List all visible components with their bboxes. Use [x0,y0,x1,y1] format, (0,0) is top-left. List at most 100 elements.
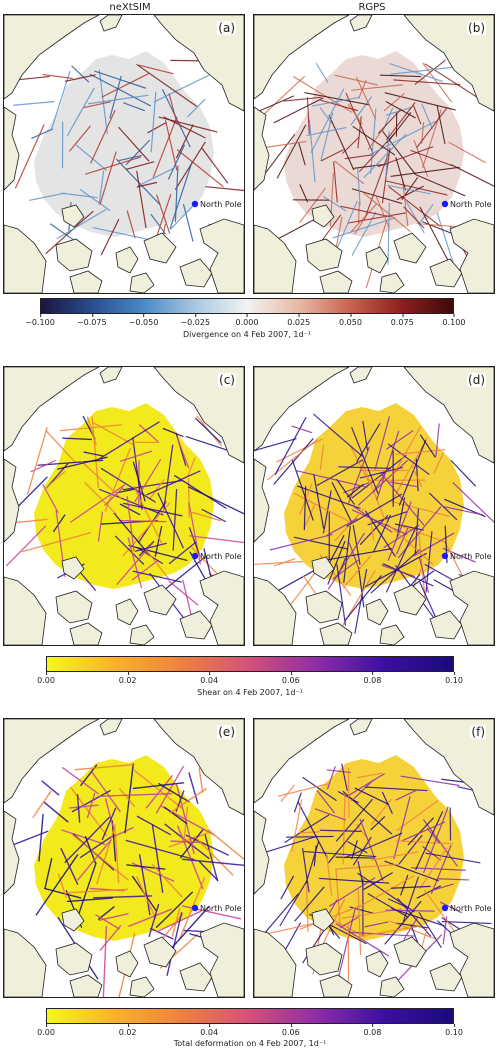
deformation-feature [104,798,114,827]
land-mass [61,204,85,228]
deformation-feature [357,872,415,913]
deformation-feature [148,903,160,937]
deformation-feature [370,816,386,831]
deformation-feature [351,840,358,860]
land-mass [311,204,335,228]
land-mass [393,936,427,968]
deformation-feature [450,164,494,187]
deformation-feature [158,116,218,133]
deformation-feature [42,73,73,79]
deformation-feature [421,122,425,144]
deformation-feature [305,884,309,933]
divergence-colorbar-label: Divergence on 4 Feb 2007, 1d⁻¹ [182,330,311,339]
deformation-feature [161,89,191,148]
deformation-feature [393,796,411,860]
deformation-feature [69,125,91,152]
deformation-feature [436,105,446,144]
deformation-feature [45,429,76,463]
deformation-feature [373,514,391,553]
deformation-feature [146,470,201,496]
colorbar-tick: 0.02 [118,1024,137,1037]
deformation-feature [60,848,79,885]
land-mass [365,246,389,274]
deformation-feature [260,893,299,939]
deformation-feature [332,217,396,239]
deformation-feature [13,101,55,106]
deformation-feature [433,883,454,891]
deformation-feature [401,179,409,227]
deformation-feature [133,486,163,545]
north-pole-label: North Pole [200,904,242,913]
land-mass [179,610,213,640]
deformation-feature [426,828,440,844]
deformation-feature [131,560,159,581]
deformation-feature [168,832,209,848]
land-mass [403,719,494,816]
deformation-feature [352,126,396,156]
deformation-feature [44,857,53,890]
land-mass [4,458,20,543]
deformation-feature [388,443,430,475]
deformation-feature [189,535,244,544]
deformation-feature [35,854,79,916]
deformation-feature [341,763,348,791]
deformation-feature [343,555,371,589]
deformation-feature [71,65,90,83]
deformation-feature [43,801,69,823]
land-mass [319,974,353,997]
total-deformation-map-rgps [254,719,494,997]
deformation-feature [201,508,227,523]
deformation-feature [163,444,174,509]
deformation-feature [198,767,204,793]
land-mass [115,246,139,274]
deformation-feature [391,907,445,927]
deformation-feature [111,820,117,862]
land-mass [69,622,103,645]
colorbar-tick: 0.000 [235,314,259,327]
deformation-feature [363,153,389,221]
deformation-feature [29,192,66,201]
deformation-feature [76,794,81,823]
land-mass [129,976,155,997]
sea-ice-region [284,403,464,589]
land-mass [319,622,353,645]
deformation-feature [126,495,135,552]
deformation-feature [337,907,356,980]
land-mass [254,928,297,997]
deformation-feature [64,74,96,82]
deformation-feature [276,124,307,179]
deformation-feature [448,141,486,164]
deformation-feature [86,416,97,446]
deformation-feature [87,94,149,105]
land-mass [115,950,139,978]
deformation-feature [84,836,97,864]
deformation-feature [79,189,111,211]
deformation-feature [274,416,307,475]
deformation-feature [205,186,244,192]
deformation-feature [136,181,158,188]
deformation-feature [344,575,382,621]
deformation-feature [347,103,363,125]
deformation-feature [120,450,153,462]
land-mass [99,719,123,736]
deformation-feature [328,534,345,564]
deformation-feature [254,95,295,114]
deformation-feature [84,481,117,515]
deformation-feature [395,840,454,845]
deformation-feature [162,427,184,437]
deformation-feature [413,105,422,125]
deformation-feature [188,527,201,557]
deformation-feature [136,63,197,107]
deformation-feature [356,925,422,938]
land-mass [179,962,213,992]
total-deformation-colorbar-label: Total deformation on 4 Feb 2007, 1d⁻¹ [173,1039,327,1048]
land-mass [143,936,177,968]
deformation-feature [132,461,146,502]
deformation-feature [150,927,174,940]
deformation-feature [172,489,178,551]
colorbar-tick: −0.025 [180,314,211,327]
deformation-feature [97,511,104,542]
deformation-feature [94,70,147,89]
deformation-feature [387,184,431,195]
deformation-feature [335,923,389,957]
